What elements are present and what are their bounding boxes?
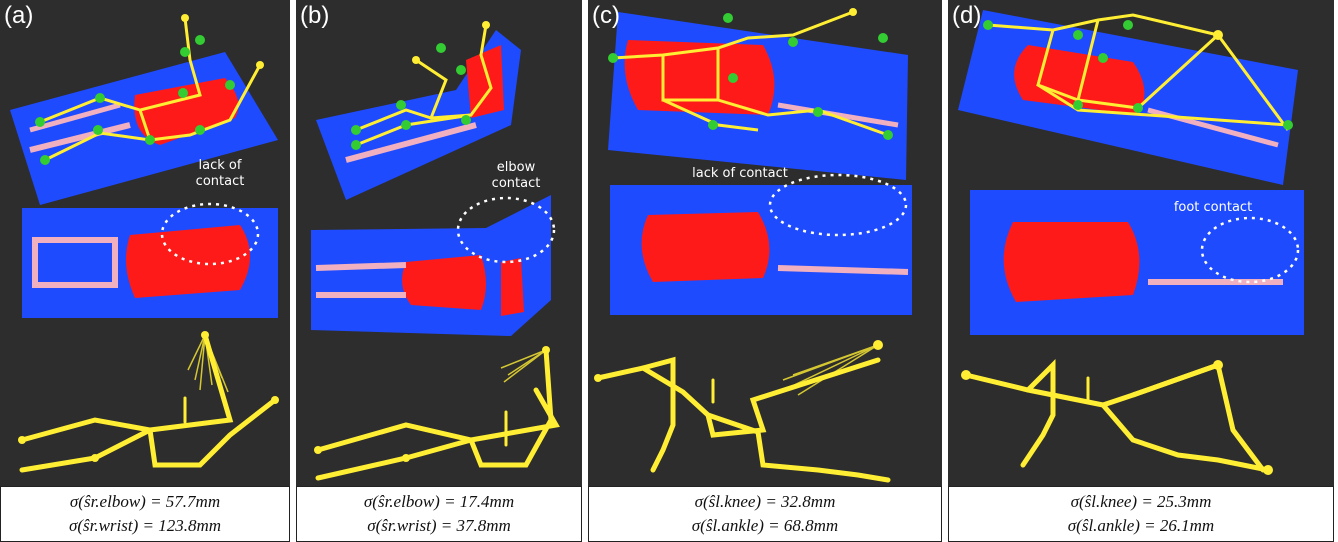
caption-line-1: σ(ŝr.elbow) = 17.4mm [363, 492, 515, 511]
pressure-blob-middle [641, 212, 770, 282]
skeleton-bottom [963, 358, 1271, 473]
panel-a: (a) lack of contact σ(ŝr.elbow) = 57.7mm… [0, 0, 290, 542]
annotation: foot contact [1153, 200, 1273, 216]
annotation-line-1: foot contact [1173, 200, 1253, 215]
caption: σ(ŝr.elbow) = 17.4mm σ(ŝr.wrist) = 37.8m… [296, 486, 582, 542]
panel-c: (c) lack of contact σ(ŝl.knee) = 32.8mm … [588, 0, 942, 542]
panel-label: (d) [952, 2, 982, 29]
skeleton-bottom [315, 347, 560, 481]
caption-line-2: σ(ŝr.wrist) = 37.8mm [367, 516, 511, 535]
contact-ellipse [768, 173, 908, 237]
skeleton-top [612, 10, 854, 60]
pressure-blob-top [466, 45, 504, 118]
caption-line-1: σ(ŝl.knee) = 32.8mm [694, 492, 836, 511]
panel-d: (d) foot contact σ(ŝl.knee) = 25.3mm σ(ŝ… [948, 0, 1334, 542]
panel-label: (c) [592, 2, 620, 29]
skeleton-bottom [19, 332, 278, 473]
panel-label: (a) [4, 2, 34, 29]
annotation-line-1: elbow [496, 160, 536, 175]
annotation-line-1: lack of [198, 158, 242, 173]
caption: σ(ŝr.elbow) = 57.7mm σ(ŝr.wrist) = 123.8… [0, 486, 290, 542]
pressure-blob-top [1014, 45, 1145, 115]
contact-ellipse [160, 202, 260, 266]
caption-line-2: σ(ŝl.ankle) = 68.8mm [691, 516, 839, 535]
panel-d-scene [958, 10, 1304, 475]
annotation-line-2: contact [491, 176, 541, 191]
panel-c-scene [594, 8, 912, 483]
skeleton-top [987, 13, 1290, 131]
annotation-line-2: contact [195, 174, 245, 189]
contact-ellipse [1200, 216, 1300, 284]
annotation: lack of contact [170, 158, 270, 190]
caption-line-1: σ(ŝr.elbow) = 57.7mm [69, 492, 221, 511]
annotation-line-1: lack of contact [692, 166, 788, 181]
pressure-blob-middle [402, 255, 486, 310]
panel-a-scene [10, 14, 279, 473]
caption: σ(ŝl.knee) = 32.8mm σ(ŝl.ankle) = 68.8mm [588, 486, 942, 542]
pressure-blob-top [134, 78, 239, 145]
caption-line-2: σ(ŝr.wrist) = 123.8mm [68, 516, 222, 535]
skeleton-bottom [595, 356, 891, 483]
annotation: lack of contact [660, 166, 820, 182]
caption: σ(ŝl.knee) = 25.3mm σ(ŝl.ankle) = 26.1mm [948, 486, 1334, 542]
caption-line-2: σ(ŝl.ankle) = 26.1mm [1067, 516, 1215, 535]
pressure-blob-middle [126, 225, 250, 298]
contact-ellipse [456, 196, 556, 264]
joint-marker [195, 35, 205, 45]
panel-label: (b) [300, 2, 330, 29]
pressure-blob-middle [1003, 222, 1140, 302]
annotation: elbow contact [466, 160, 566, 192]
panel-b: (b) elbow contact σ(ŝr.elbow) = 17.4mm σ… [296, 0, 582, 542]
panel-b-scene [311, 21, 560, 481]
caption-line-1: σ(ŝl.knee) = 25.3mm [1070, 492, 1212, 511]
